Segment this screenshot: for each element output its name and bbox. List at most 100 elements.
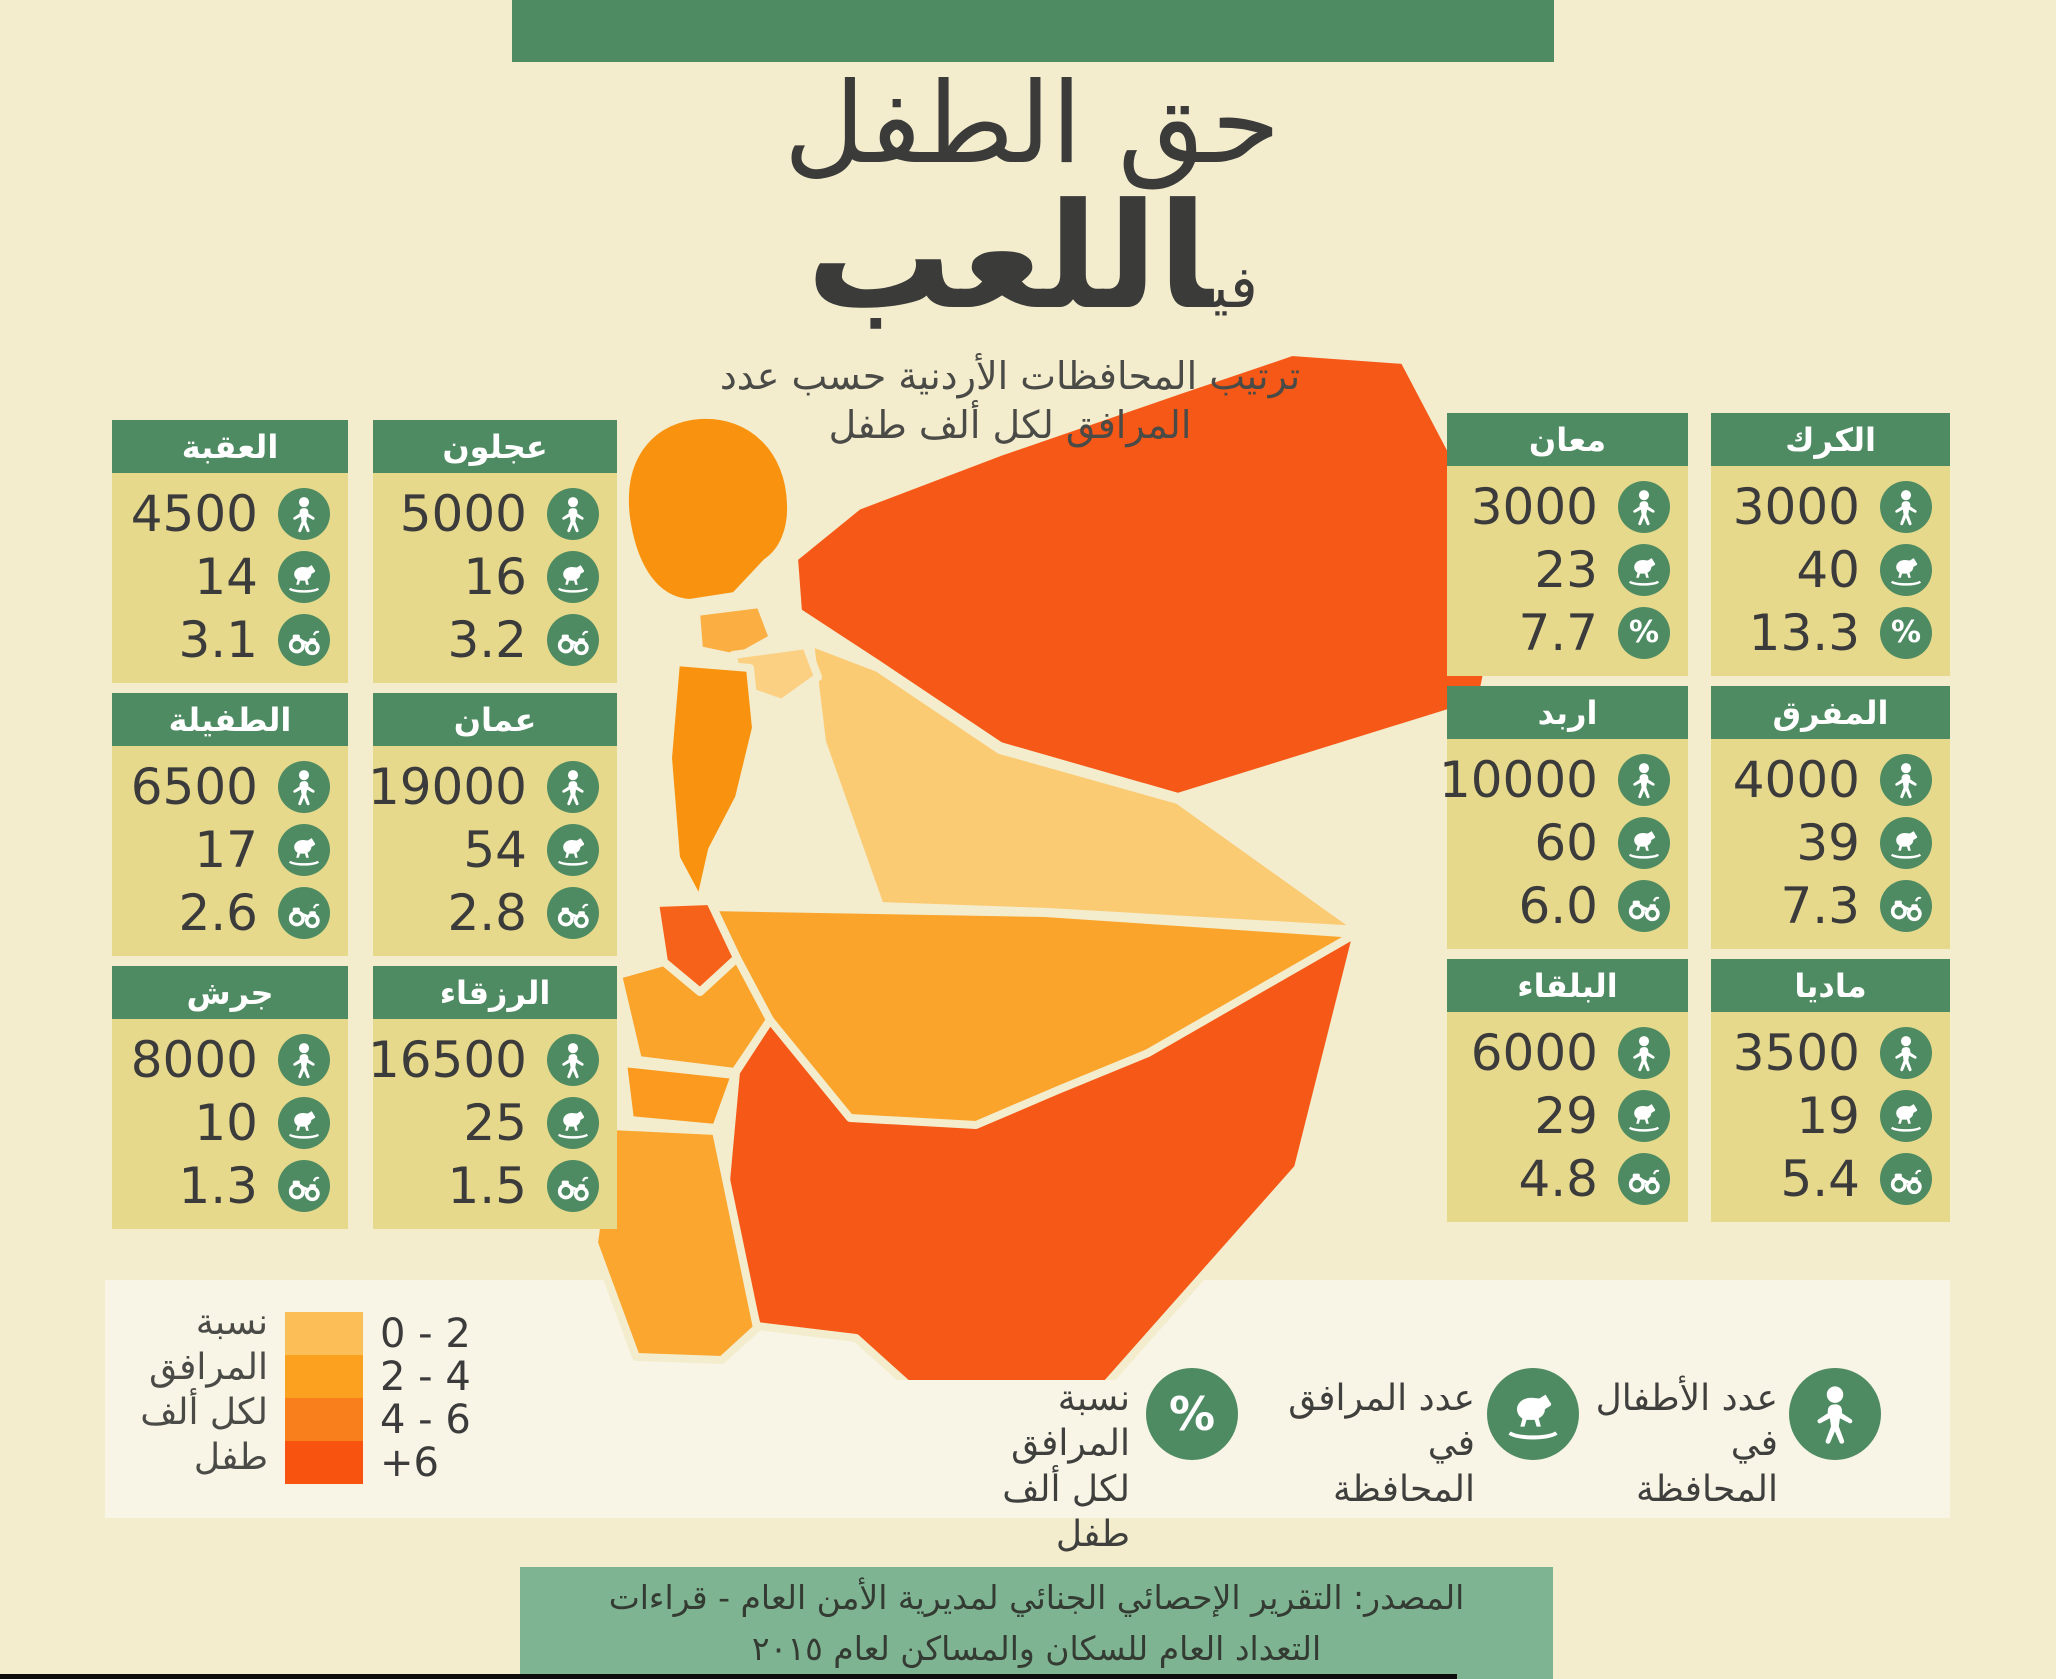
facilities-count: 10 [194, 1094, 258, 1152]
child-icon [1618, 754, 1670, 806]
handcuffs-icon [1618, 880, 1670, 932]
children-count-row: 6500 [126, 758, 330, 816]
ratio-value: 13.3 [1748, 604, 1860, 662]
ratio-value: 3.1 [178, 611, 258, 669]
child-icon [547, 761, 599, 813]
card-body: 6000 29 4.8 [1447, 1012, 1688, 1222]
title-line1: حق الطفل [783, 59, 1281, 189]
legend-range-label-0: 0 - 2 [380, 1310, 471, 1357]
subtitle-line2: المرافق لكل ألف طفل [828, 402, 1192, 447]
ratio-value-row: 3.1 [126, 611, 330, 669]
facilities-count-row: 39 [1725, 814, 1932, 872]
children-count-row: 3500 [1725, 1024, 1932, 1082]
handcuffs-icon [278, 614, 330, 666]
ratio-value-row: 2.8 [387, 884, 599, 942]
rocking-horse-icon [547, 551, 599, 603]
child-icon [1789, 1368, 1881, 1460]
children-count: 10000 [1438, 751, 1598, 809]
handcuffs-icon [278, 887, 330, 939]
governorate-name: اربد [1447, 686, 1688, 739]
children-count-row: 6000 [1461, 1024, 1670, 1082]
card-body: 8000 10 1.3 [112, 1019, 348, 1229]
ratio-value-row: 13.3% [1725, 604, 1932, 662]
facilities-count-row: 23 [1461, 541, 1670, 599]
card-body: 6500 17 2.6 [112, 746, 348, 956]
card-body: 10000 60 6.0 [1439, 739, 1688, 949]
rocking-horse-icon [1880, 1090, 1932, 1142]
card-body: 16500 25 1.5 [368, 1019, 617, 1229]
page-subtitle: ترتيب المحافظات الأردنية حسب عدد المرافق… [560, 352, 1460, 449]
rocking-horse-icon [278, 824, 330, 876]
governorate-name: معان [1447, 413, 1688, 466]
facilities-count-row: 19 [1725, 1087, 1932, 1145]
handcuffs-icon [1880, 880, 1932, 932]
governorate-card-right-1: الكرك 3000 40 13.3% [1711, 413, 1950, 676]
card-body: 4500 14 3.1 [112, 473, 348, 683]
icon-legend-line2: لكل ألف طفل [1002, 1468, 1130, 1556]
facilities-count: 29 [1534, 1087, 1598, 1145]
ratio-value-row: 7.7% [1461, 604, 1670, 662]
rocking-horse-icon [1880, 544, 1932, 596]
color-legend-label: نسبة المرافق لكل ألف طفل [112, 1300, 268, 1480]
ratio-value: 7.7 [1518, 604, 1598, 662]
facilities-count: 23 [1534, 541, 1598, 599]
children-count: 3000 [1470, 478, 1598, 536]
rocking-horse-icon [278, 551, 330, 603]
map-region-karak [614, 954, 774, 1076]
ratio-value-row: 2.6 [126, 884, 330, 942]
percent-icon: % [1880, 607, 1932, 659]
card-body: 19000 54 2.8 [368, 746, 617, 956]
children-count-row: 4500 [126, 485, 330, 543]
title-line2: فياللعب [512, 184, 1552, 330]
children-count-row: 16500 [368, 1031, 599, 1089]
facilities-count: 25 [463, 1094, 527, 1152]
icon-legend-line1: عدد المرافق [1288, 1378, 1475, 1419]
card-body: 3500 19 5.4 [1711, 1012, 1950, 1222]
facilities-count-row: 17 [126, 821, 330, 879]
map-region-aqaba [590, 1122, 761, 1364]
ratio-value-row: 1.3 [126, 1157, 330, 1215]
map-region-tafilah [619, 1059, 739, 1132]
map-region-zarqa [806, 638, 1364, 934]
governorate-card-right-3: المفرق 4000 39 7.3 [1711, 686, 1950, 949]
card-body: 3000 40 13.3% [1711, 466, 1950, 676]
governorate-card-left-5: الرزقاء 16500 25 1.5 [368, 966, 617, 1229]
color-legend-label-line: نسبة [195, 1302, 268, 1343]
ratio-value: 5.4 [1780, 1150, 1860, 1208]
facilities-count-row: 54 [387, 821, 599, 879]
children-count: 5000 [399, 485, 527, 543]
percent-icon: % [1146, 1368, 1238, 1460]
governorate-card-right-5: ماديا 3500 19 5.4 [1711, 959, 1950, 1222]
handcuffs-icon [547, 887, 599, 939]
children-count: 16500 [367, 1031, 527, 1089]
legend-swatch-3 [285, 1441, 363, 1484]
rocking-horse-icon [1618, 817, 1670, 869]
source-bar: المصدر: التقرير الإحصائي الجنائي لمديرية… [520, 1567, 1553, 1679]
children-count: 8000 [130, 1031, 258, 1089]
governorate-card-left-2: الطفيلة 6500 17 2.6 [112, 693, 348, 956]
children-count: 6000 [1470, 1024, 1598, 1082]
facilities-count-row: 60 [1461, 814, 1670, 872]
legend-range-label-3: +6 [380, 1439, 439, 1486]
percent-icon-glyph: % [1168, 1387, 1216, 1441]
handcuffs-icon [278, 1160, 330, 1212]
facilities-count-row: 10 [126, 1094, 330, 1152]
jordan-choropleth-map [590, 348, 1500, 1380]
ratio-value: 2.8 [447, 884, 527, 942]
icon-legend-text-2: عدد الأطفال في المحافظة [1588, 1376, 1778, 1512]
ratio-value: 7.3 [1780, 877, 1860, 935]
ratio-value-row: 5.4 [1725, 1150, 1932, 1208]
legend-range-label-1: 2 - 4 [380, 1353, 471, 1400]
percent-icon-glyph: % [1890, 615, 1922, 650]
children-count-row: 3000 [1725, 478, 1932, 536]
children-count: 19000 [367, 758, 527, 816]
child-icon [278, 1034, 330, 1086]
title-word-fi: في [1212, 253, 1258, 322]
color-legend-label-line: المرافق [149, 1347, 268, 1388]
handcuffs-icon [547, 614, 599, 666]
facilities-count: 54 [463, 821, 527, 879]
ratio-value: 1.5 [447, 1157, 527, 1215]
ratio-value: 4.8 [1518, 1150, 1598, 1208]
facilities-count-row: 16 [387, 548, 599, 606]
ratio-value: 3.2 [447, 611, 527, 669]
